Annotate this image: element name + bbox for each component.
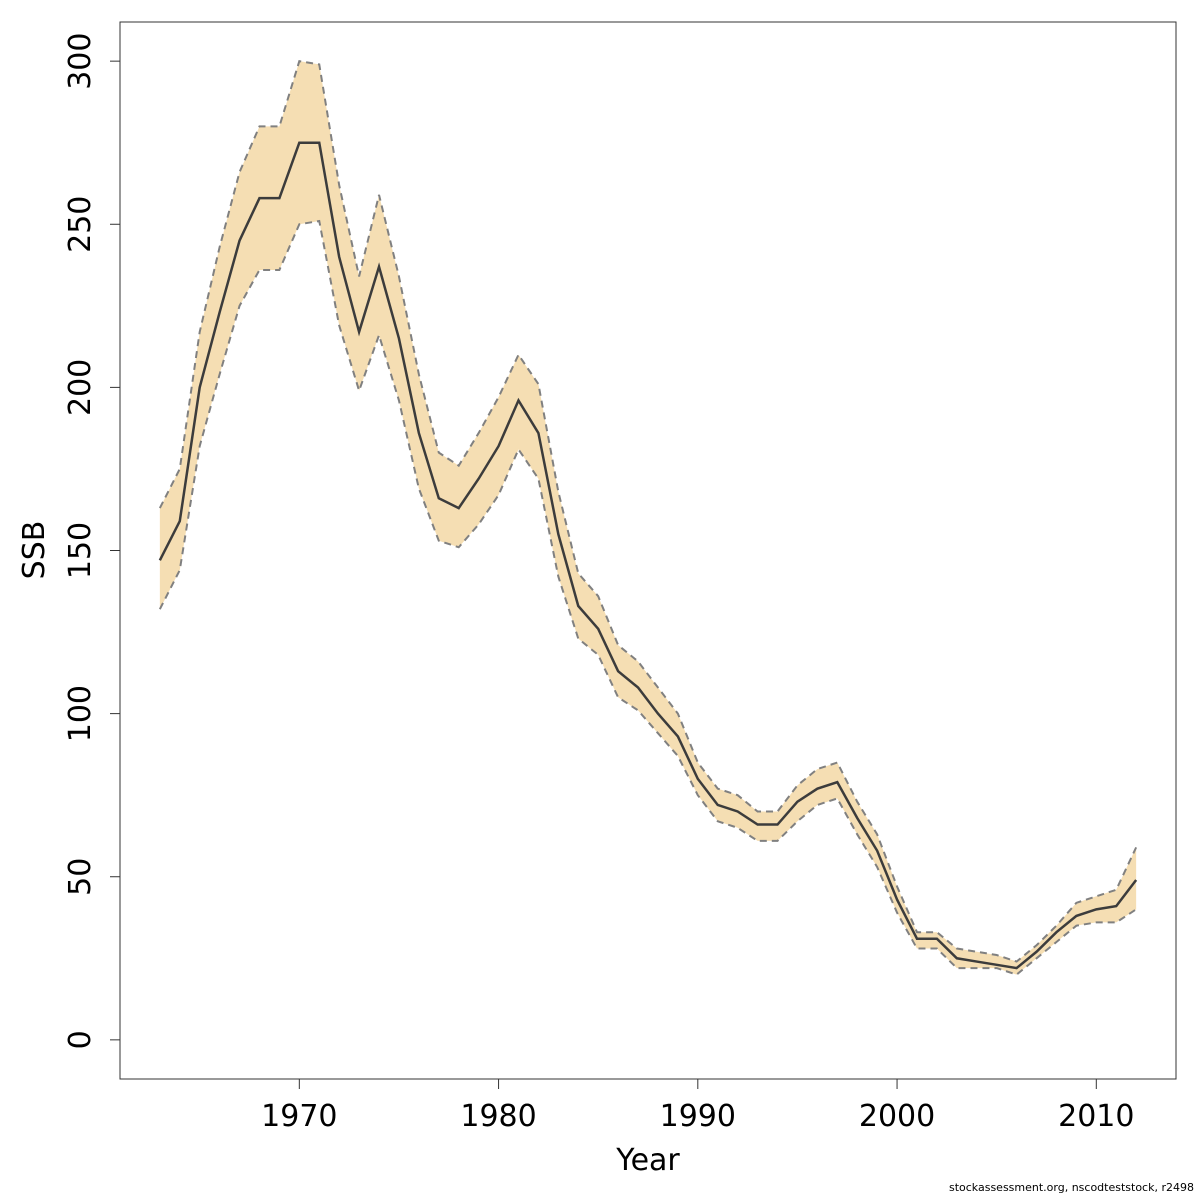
x-tick-label: 2000 (859, 1099, 935, 1134)
y-tick-label: 150 (63, 522, 98, 579)
y-tick-label: 250 (63, 196, 98, 253)
upper-bound-line (158, 60, 1138, 963)
x-tick-label: 1970 (261, 1099, 337, 1134)
confidence-band (159, 61, 1137, 975)
x-tick-label: 1980 (460, 1099, 536, 1134)
y-tick-label: 200 (63, 359, 98, 416)
x-tick-label: 2010 (1058, 1099, 1134, 1134)
x-tick-label: 1990 (660, 1099, 736, 1134)
x-axis-title: Year (615, 1143, 680, 1178)
lower-bound-line (158, 219, 1137, 976)
y-tick-label: 0 (63, 1030, 98, 1049)
y-tick-label: 100 (63, 685, 98, 742)
footer-note: stockassessment.org, nscodteststock, r24… (948, 1181, 1194, 1194)
y-axis-title: SSB (17, 521, 52, 580)
y-tick-label: 50 (63, 858, 98, 896)
ssb-estimate-line (158, 141, 1138, 970)
y-tick-label: 300 (63, 33, 98, 90)
